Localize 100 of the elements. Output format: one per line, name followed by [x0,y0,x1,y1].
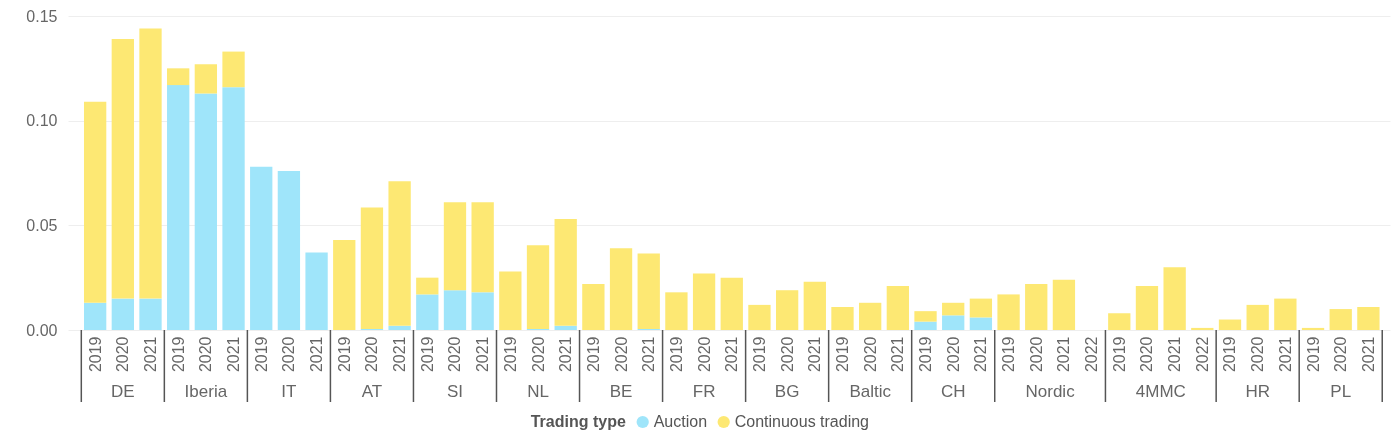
x-tick-label: 2019 [501,336,519,373]
text: 4MMC [1135,382,1186,401]
x-tick-label: 2019 [1110,336,1128,373]
x-tick-label: 2020 [861,336,879,373]
text: Nordic [1025,382,1076,401]
bar [720,277,743,330]
x-tick-label: 2020 [114,336,132,373]
bar [83,101,107,303]
x-tick-label: 2021 [557,336,575,373]
bar [554,325,577,330]
bar [1329,309,1352,330]
bar [471,292,494,330]
x-tick-label: 2019 [917,336,935,373]
x-tick-label: 2021 [640,336,658,373]
bar [83,302,107,330]
bar [388,325,411,330]
bar [111,39,134,299]
text: HR [1245,382,1270,401]
bar [360,207,384,329]
x-tick-label: 2019 [418,336,436,373]
x-tick-label: 2020 [944,336,962,373]
bar [526,245,550,329]
text: BE [609,382,633,401]
bar [167,85,190,330]
bar [222,51,245,88]
y-tick-label: 0.10 [26,112,58,130]
bar [1135,286,1159,330]
x-tick-label: 2022 [1193,336,1211,373]
bar [554,219,577,326]
bar [942,302,965,316]
x-tick-label: 2019 [1304,336,1322,373]
bar [1357,306,1380,330]
bar [1191,327,1214,330]
bar [775,290,799,330]
bar [997,294,1020,330]
text: Iberia [184,382,228,401]
text: NL [527,382,549,401]
text: CH [940,382,966,401]
x-tick-label: 2021 [474,336,492,373]
y-tick-label: 0.15 [26,7,58,25]
x-tick-label: 2022 [1083,336,1101,373]
bar [416,294,439,330]
x-tick-label: 2021 [1166,336,1184,373]
x-tick-label: 2021 [972,336,990,373]
bar [277,170,301,330]
x-tick-label: 2020 [1249,336,1267,373]
bar [1246,304,1269,330]
bar [499,271,522,330]
text: FR [692,382,716,401]
bar [914,311,937,322]
bar [942,315,965,330]
x-tick-label: 2020 [1027,336,1045,373]
bar [222,87,245,330]
bar [443,202,467,291]
bar [665,292,688,330]
bar [139,28,162,299]
x-tick-label: 2021 [889,336,907,373]
bar [1108,313,1131,330]
bar [416,277,439,295]
bar [305,252,328,330]
x-tick-label: 2019 [252,336,270,373]
bar [969,317,993,330]
x-tick-label: 2019 [86,336,104,373]
text: DE [111,382,135,401]
x-tick-label: 2019 [1221,336,1239,373]
bar [831,306,854,330]
x-tick-label: 2021 [225,336,243,373]
x-tick-label: 2020 [778,336,796,373]
x-tick-label: 2019 [1000,336,1018,373]
bar [1052,279,1076,330]
x-tick-label: 2020 [280,336,298,373]
x-tick-label: 2020 [529,336,547,373]
x-tick-label: 2021 [391,336,409,373]
y-tick-label: 0.00 [26,321,58,339]
bar [1218,319,1242,330]
x-tick-label: 2020 [363,336,381,373]
x-tick-label: 2019 [667,336,685,373]
y-tick-label: 0.05 [26,216,58,234]
x-tick-label: 2021 [806,336,824,373]
x-tick-label: 2019 [169,336,187,373]
text: IT [281,382,297,401]
bar [333,239,356,330]
bar [914,321,937,330]
bar [692,273,716,330]
bar [637,253,660,329]
x-tick-label: 2021 [1276,336,1294,373]
x-tick-label: 2020 [446,336,464,373]
bar [111,298,134,330]
legend-label: Continuous trading [734,413,870,430]
bar [969,298,993,318]
bar [388,181,411,326]
x-tick-label: 2020 [1332,336,1350,373]
x-tick-label: 2019 [584,336,602,373]
x-tick-label: 2019 [750,336,768,373]
text: Baltic [849,382,892,401]
x-tick-label: 2020 [612,336,630,373]
bar [139,298,162,330]
x-tick-label: 2021 [1359,336,1377,373]
bar [886,286,909,330]
x-tick-label: 2021 [723,336,741,373]
